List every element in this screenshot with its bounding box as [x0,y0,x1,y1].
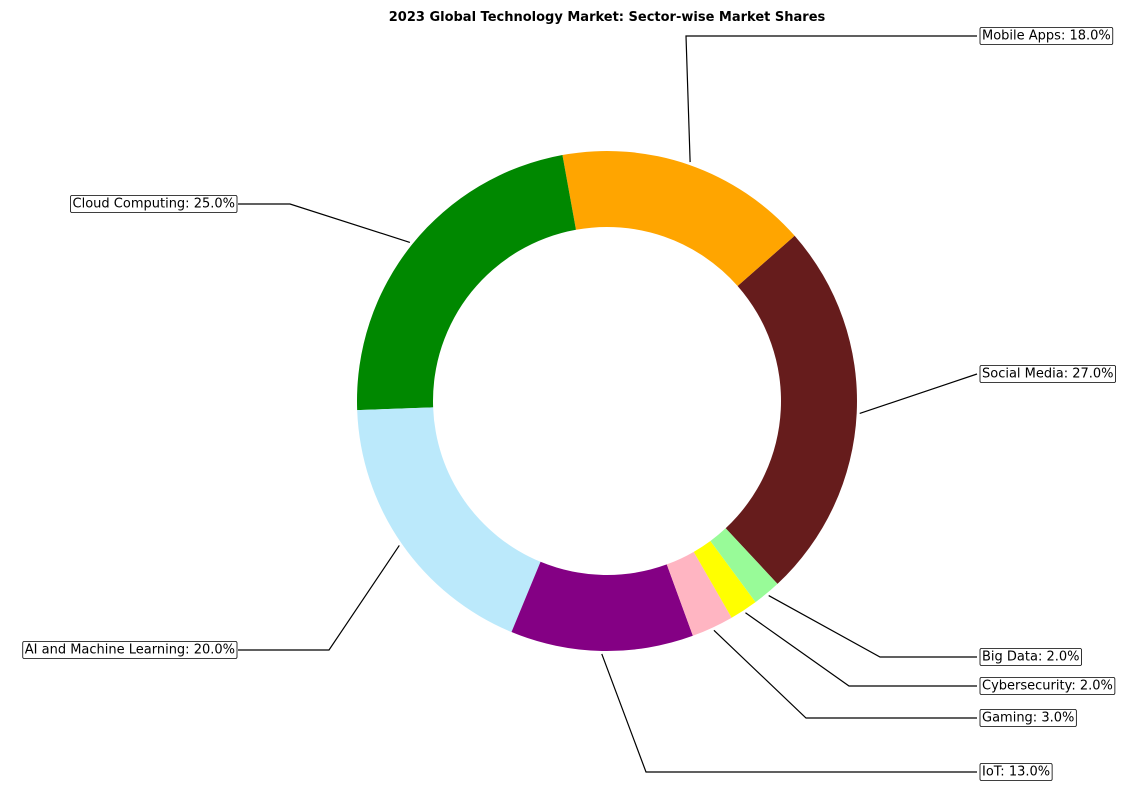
slice-label-gaming: Gaming: 3.0% [979,709,1077,727]
slice-label-text: Mobile Apps: 18.0% [982,29,1111,44]
slice-social-media [725,235,857,584]
slice-label-text: IoT: 13.0% [982,765,1050,780]
slice-label-box [979,677,1116,695]
slice-gaming [666,551,732,636]
slice-label-box [979,709,1077,727]
slice-label-box [979,27,1114,45]
donut-slices [357,151,857,651]
slice-label-text: Cloud Computing: 25.0% [73,197,235,212]
leader-line-big-data [768,595,977,658]
leader-line-gaming [713,629,977,719]
slice-label-cybersecurity: Cybersecurity: 2.0% [979,677,1116,695]
slice-big-data [710,528,778,603]
slice-label-text: Gaming: 3.0% [982,711,1074,726]
slice-label-text: Big Data: 2.0% [982,650,1080,665]
leader-line-ai-and-machine-learning [238,545,400,651]
leader-line-cybersecurity [745,612,977,687]
slice-label-text: Cybersecurity: 2.0% [982,679,1113,694]
leader-line-social-media [859,373,978,415]
slice-cloud-computing [357,155,576,411]
leader-line-mobile-apps [685,35,977,163]
slice-labels: Social Media: 27.0% Mobile Apps: 18.0% Clo… [22,27,1116,781]
slice-label-box [979,763,1053,781]
slice-label-box [979,648,1082,666]
slice-label-box [70,195,238,213]
slice-label-iot: IoT: 13.0% [979,763,1053,781]
slice-cybersecurity [693,540,756,618]
slice-iot [511,561,693,651]
slice-label-cloud-computing: Cloud Computing: 25.0% [70,195,238,213]
leader-line-iot [601,653,977,773]
slice-label-box [22,641,238,659]
slice-mobile-apps [562,151,795,287]
slice-label-big-data: Big Data: 2.0% [979,648,1082,666]
chart-title: 2023 Global Technology Market: Sector-wi… [389,10,826,25]
slice-label-box [979,365,1116,383]
slice-label-mobile-apps: Mobile Apps: 18.0% [979,27,1114,45]
leader-line-cloud-computing [238,203,411,243]
slice-label-text: AI and Machine Learning: 20.0% [25,643,235,658]
slice-label-ai-and-machine-learning: AI and Machine Learning: 20.0% [22,641,238,659]
slice-ai-and-machine-learning [357,407,541,633]
slice-label-social-media: Social Media: 27.0% [979,365,1116,383]
slice-label-text: Social Media: 27.0% [982,367,1114,382]
